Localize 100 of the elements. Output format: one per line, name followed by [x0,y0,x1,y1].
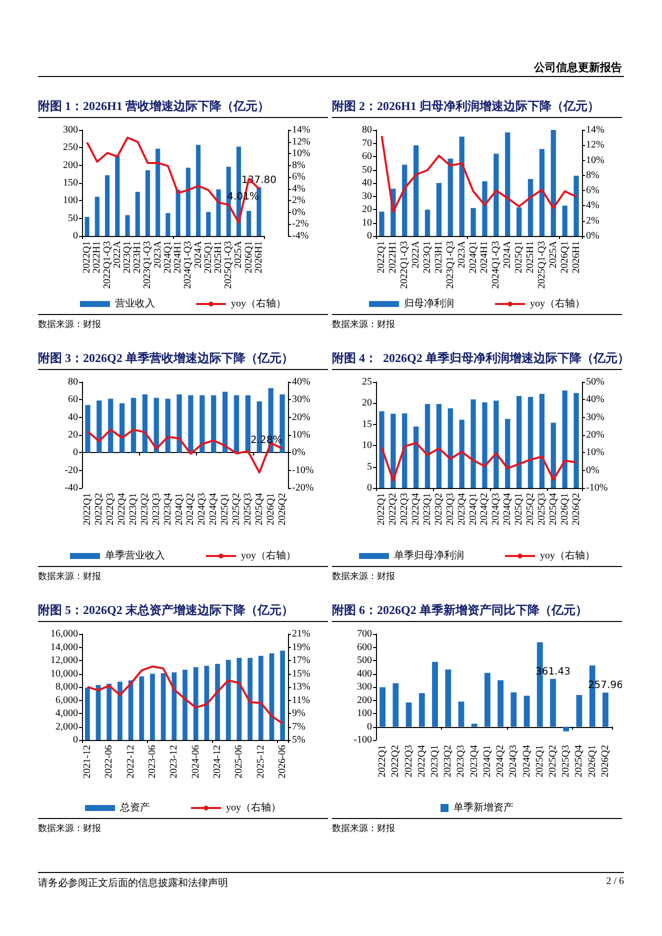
y2-tick-label: 17% [292,655,310,666]
source-note: 数据来源：财报 [38,314,328,331]
bar [482,402,488,488]
bar [505,418,510,488]
x-tick-label: 2025Q2 [525,493,536,526]
x-tick-label: 2025Q1 [202,241,214,274]
bar [142,394,148,453]
bar [145,170,150,236]
y2-tick-label: 2% [292,195,306,206]
y-tick-label: 20 [362,398,372,409]
chart-title: 附图 4： 2026Q2 单季归母净利润增速边际下降（亿元） [332,350,630,367]
bar [139,676,144,740]
y-tick-label: 70 [362,138,372,149]
x-tick-label: 2025H1 [213,241,224,274]
legend-label: yoy（右轴） [530,298,585,310]
x-tick-label: 2026Q1 [559,493,570,526]
x-tick-label: 2023Q3 [444,493,456,526]
x-tick-label: 2022Q4 [416,745,428,778]
x-tick-label: 2025Q1 [514,241,525,274]
x-tick-label: 2024Q2 [479,493,490,526]
x-tick-label: 2024Q1-Q3 [490,241,502,289]
bar [154,398,159,453]
y-tick-label: 12,000 [50,655,78,666]
bar [160,673,166,740]
y-tick-label: 20 [68,430,78,440]
text: 2 / 6 [606,876,624,889]
x-tick-label: 2024Q4 [208,493,220,526]
y2-tick-label: 9% [292,708,306,719]
y2-tick-label: 19% [292,642,310,653]
x-tick-label: 2022Q3 [105,493,116,526]
x-tick-label: 2024Q3 [490,493,502,526]
bar [156,148,160,236]
x-tick-label: 2024Q4 [502,493,514,526]
x-tick-label: 2026Q2 [600,745,611,778]
bar [494,154,499,236]
bar [448,408,453,488]
bar [562,390,568,488]
y-tick-label: 300 [357,682,372,692]
y2-tick-label: 4% [586,200,600,212]
x-tick-label: 2022-12 [125,745,136,778]
bar [211,395,216,453]
y-tick-label: -40 [64,482,78,494]
x-tick-label: 2025Q1 [514,493,525,526]
x-tick-label: 2022-06 [104,745,115,778]
y-tick-label: 0 [73,230,78,242]
y-tick-label: -100 [354,734,372,746]
x-tick-label: 2025-12 [255,745,266,778]
y2-tick-label: 0% [292,206,306,218]
bar [204,666,210,740]
bar [484,672,490,727]
y2-tick-label: 13% [292,682,310,692]
x-tick-label: 2022Q1 [377,745,388,778]
source-note: 数据来源：财报 [332,818,622,835]
x-tick-label: 2025Q1 [220,493,231,526]
x-tick-label: 2024Q1-Q3 [182,241,194,289]
y-tick-label: 200 [63,160,78,171]
chart-title: 附图 3：2026Q2 单季营收增速边际下降（亿元） [38,350,328,370]
y2-tick-label: 40% [292,376,310,388]
x-tick-label: 2024-06 [190,745,202,778]
x-tick-label: 2023A [152,240,164,268]
x-tick-label: 2023A [456,240,468,268]
x-tick-label: 2023Q1 [422,241,433,274]
bar [172,672,177,740]
y2-tick-label: 30% [586,412,604,423]
bar [436,404,442,488]
bar [215,664,220,740]
x-tick-label: 2023H1 [132,241,144,274]
bar [248,658,252,740]
bar [256,187,262,236]
x-tick-label: 2023Q1 [128,493,139,526]
x-tick-label: 2023Q1-Q3 [444,241,456,289]
line-series [380,135,578,213]
y-tick-label: 25 [362,376,372,388]
y2-tick-label: 40% [586,394,604,406]
y-tick-label: 10,000 [50,668,78,680]
y2-tick-label: 10% [586,154,604,166]
x-tick-label: 2024Q1 [162,241,174,274]
bar [258,656,264,740]
x-tick-label: 2024Q1 [482,745,493,778]
x-tick-label: 2022Q1-Q3 [102,241,113,289]
x-tick-label: 2024Q1 [468,241,479,274]
y2-tick-label: 30% [292,394,310,406]
bar [182,670,188,740]
y2-tick-label: 0% [586,230,600,242]
legend-label: 单季新增资产 [454,802,514,814]
bar [193,667,198,740]
x-tick-label: 2022Q4 [410,493,422,526]
x-tick-label: 2023Q1 [122,241,133,274]
x-tick-label: 2021-12 [82,745,93,778]
bar [176,394,182,453]
bar [418,693,425,727]
x-tick-label: 2022Q4 [116,493,128,526]
y-tick-label: 10 [362,217,372,228]
y-tick-label: 0 [73,734,78,746]
x-tick-label: 2025Q4 [574,745,585,778]
y2-tick-label: -10% [292,464,314,476]
x-tick-label: 2024H1 [479,241,490,274]
text: 请务必参阅正文后面的信息披露和法律声明 [38,876,228,890]
y-tick-label: 60 [362,151,372,162]
y-tick-label: 60 [68,394,78,406]
